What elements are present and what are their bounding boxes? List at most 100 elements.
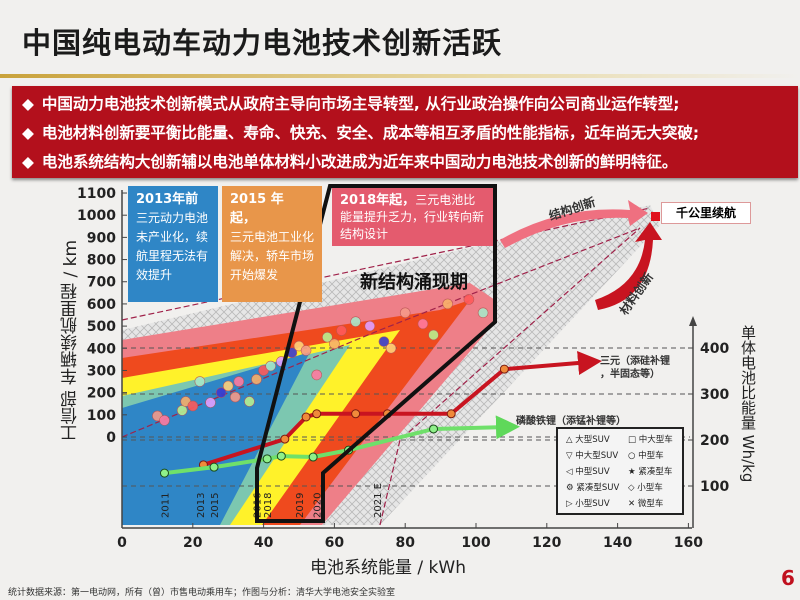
era-title: 2013年前 <box>136 192 199 207</box>
scatter-point <box>205 397 216 408</box>
legend-item: ▷ 小型SUV <box>566 499 610 509</box>
scatter-point <box>194 376 206 387</box>
structure-innovation-arrow <box>500 200 648 248</box>
ternary-point <box>301 412 311 422</box>
scatter-point <box>385 342 397 354</box>
ternary-point <box>446 409 456 419</box>
era-title: 2015 年 起， <box>230 192 284 226</box>
scatter-point <box>329 338 340 350</box>
era-box-2015: 2015 年 起， 三元电池工业化解决，轿车市场开始爆发 <box>222 186 322 302</box>
ternary-point <box>351 409 361 419</box>
era-box-2013: 2013年前 三元动力电池未产业化，续航里程无法有效提升 <box>128 186 218 302</box>
legend-item: ★ 紧凑型车 <box>628 467 673 477</box>
x-tick-label: 80 <box>395 535 415 551</box>
bullet-1: ◆ 中国动力电池技术创新模式从政府主导向市场主导转型, 从行业政治操作向公司商业运… <box>22 92 679 114</box>
scatter-point <box>244 396 255 407</box>
title-divider <box>0 74 800 78</box>
y-right-tick-label: 300 <box>700 387 729 403</box>
x-axis-label: 电池系统能量 / kWh <box>310 558 466 578</box>
y-axis-right-arrow <box>689 316 697 326</box>
year-label: 2018 <box>263 493 274 518</box>
scatter-point <box>442 298 453 310</box>
lfp-point <box>262 454 272 464</box>
y-tick-label: 400 <box>87 341 116 357</box>
lfp-point <box>429 424 439 434</box>
ternary-label-line: ，半固态等） <box>600 369 660 380</box>
y-tick-label: 500 <box>87 319 116 335</box>
diamond-icon: ◆ <box>22 124 34 142</box>
year-label: 2019 <box>295 493 306 518</box>
year-label: 2021 E <box>373 483 384 518</box>
year-label: 2020 <box>313 493 324 518</box>
material-innovation-arrow <box>595 222 662 310</box>
scatter-point <box>300 345 312 356</box>
scatter-point <box>215 387 227 398</box>
y-tick-label: 600 <box>87 297 116 313</box>
diamond-icon: ◆ <box>22 153 34 171</box>
era-text: 三元电池工业化解决，轿车市场开始爆发 <box>230 230 315 282</box>
scatter-point <box>187 400 199 412</box>
x-tick-label: 100 <box>461 535 490 551</box>
bullet-text: 中国动力电池技术创新模式从政府主导向市场主导转型, 从行业政治操作向公司商业运作… <box>41 95 680 113</box>
y-tick-label: 1100 <box>77 186 116 202</box>
scatter-point <box>251 374 262 385</box>
y-axis-left-label: 工信部 车辆续航里程 / km <box>61 240 81 442</box>
y-tick-label: 800 <box>87 253 116 269</box>
legend-item: ⚙ 紧凑型SUV <box>566 483 620 493</box>
scatter-point <box>364 320 376 332</box>
target-marker <box>651 212 660 221</box>
era-title: 2018年起， <box>340 193 416 208</box>
y-axis-right-label: 单体电池比能量 Wh/kg <box>739 325 757 483</box>
y-tick-label: 100 <box>87 408 116 424</box>
x-tick-label: 120 <box>532 535 561 551</box>
x-tick-label: 160 <box>674 535 703 551</box>
scatter-point <box>222 380 234 392</box>
scatter-point <box>176 405 188 416</box>
y-tick-label: 900 <box>87 230 116 246</box>
legend-item: ◁ 中型SUV <box>566 467 610 477</box>
legend-item: ✕ 微型车 <box>628 499 664 509</box>
y-tick-label: 0 <box>106 430 116 446</box>
ternary-label-line: 三元（添硅补锂 <box>600 356 670 367</box>
scatter-point <box>350 316 361 327</box>
legend-item: ▽ 中大型SUV <box>566 451 619 461</box>
scatter-point <box>428 329 439 341</box>
new-structure-label: 新结构涌现期 <box>360 272 468 293</box>
y-tick-label: 700 <box>87 275 116 291</box>
legend-item: △ 大型SUV <box>566 435 610 445</box>
x-tick-label: 140 <box>603 535 632 551</box>
era-box-2018: 2018年起，三元电池比能量提升乏力，行业转向新结构设计 <box>332 188 493 246</box>
lfp-point <box>209 462 219 472</box>
ternary-point <box>312 409 322 419</box>
axes: 0 20 40 60 80 100 120 140 160 0 100 200 300 400 500 600… <box>77 186 729 551</box>
scatter-point <box>417 318 429 330</box>
ternary-point <box>499 364 509 374</box>
innovation-arrows <box>500 200 662 310</box>
legend-item: ○ 中型车 <box>628 451 664 461</box>
scatter-point <box>322 331 333 343</box>
scatter-point <box>311 369 323 381</box>
y-right-tick-label: 400 <box>700 341 729 357</box>
page-title: 中国纯电动车动力电池技术创新活跃 <box>22 26 503 60</box>
scatter-point <box>463 294 475 305</box>
bullet-text: 电池系统结构大创新辅以电池单体材料小改进成为近年来中国动力电池技术创新的鲜明特征… <box>41 153 678 171</box>
scatter-point <box>399 307 411 319</box>
diamond-icon: ◆ <box>22 95 34 113</box>
bullet-3: ◆ 电池系统结构大创新辅以电池单体材料小改进成为近年来中国动力电池技术创新的鲜明特… <box>22 150 677 172</box>
lfp-point <box>276 451 286 461</box>
legend-item: ◇ 小型车 <box>628 483 663 493</box>
y-right-tick-label: 200 <box>700 433 729 449</box>
era-bands <box>122 205 660 525</box>
scatter-point <box>233 376 245 387</box>
lfp-label: 磷酸铁锂（添锰补锂等） <box>516 416 626 427</box>
page-number: 6 <box>781 566 795 590</box>
hatch-edge-dashline <box>379 227 641 526</box>
x-tick-label: 0 <box>117 535 127 551</box>
year-label: 2015 <box>210 493 221 518</box>
scatter-point <box>159 415 170 426</box>
lfp-line <box>164 415 520 476</box>
scatter-point <box>336 325 347 336</box>
legend: △ 大型SUV □ 中大型车 ▽ 中大型SUV ○ 中型车 ◁ 中型SUV ★ 紧凑型车 ⚙… <box>556 427 684 515</box>
scatter-point <box>477 307 489 319</box>
